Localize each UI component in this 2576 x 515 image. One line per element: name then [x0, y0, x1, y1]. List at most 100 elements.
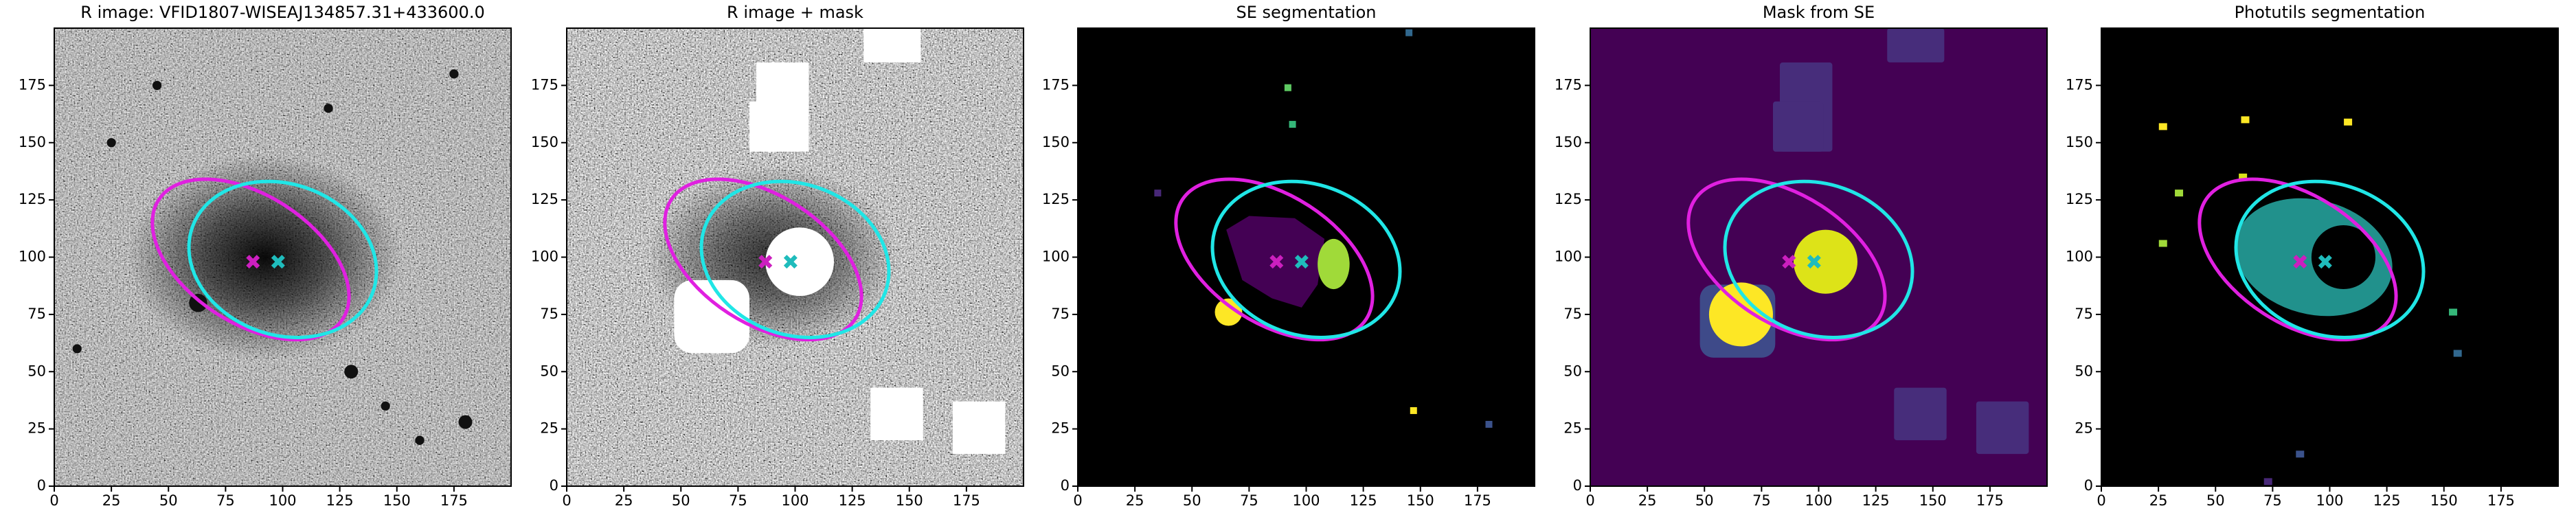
- marker: [271, 255, 285, 269]
- ellipse: [2234, 179, 2426, 339]
- y-tick-label: 125: [1555, 191, 1582, 207]
- x-tick-label: 25: [1638, 492, 1657, 509]
- star: [344, 365, 359, 379]
- x-tick-label: 150: [896, 492, 923, 509]
- mask-region: [749, 101, 800, 152]
- x-tick-label: 150: [2430, 492, 2458, 509]
- x-tick-label: 0: [1073, 492, 1082, 509]
- segment: [1405, 29, 1413, 36]
- x-tick-label: 150: [1407, 492, 1434, 509]
- y-tick-label: 0: [1573, 477, 1582, 494]
- y-tick-label: 125: [19, 191, 46, 207]
- y-tick-label: 125: [2066, 191, 2093, 207]
- marker: [758, 255, 773, 269]
- marker: [1269, 255, 1284, 269]
- y-tick-label: 125: [531, 191, 558, 207]
- y-tick-label: 75: [27, 306, 46, 322]
- x-tick-label: 75: [729, 492, 747, 509]
- segment: [2158, 123, 2167, 130]
- star: [152, 80, 162, 91]
- segment: [2449, 308, 2458, 316]
- x-tick-label: 50: [2206, 492, 2225, 509]
- y-tick-label: 100: [1555, 249, 1582, 265]
- y-tick-label: 75: [1563, 306, 1582, 322]
- ellipse: [1723, 179, 1914, 339]
- x-tick-label: 150: [1919, 492, 1947, 509]
- ellipse: [2197, 177, 2398, 342]
- ellipse: [150, 177, 351, 342]
- y-tick-label: 75: [540, 306, 558, 322]
- panel: 0 25 50 75 100 125 150 175 0 25 50 75 100 125 150 175 Ph…: [2066, 3, 2559, 509]
- ellipse: [699, 179, 891, 339]
- y-tick-label: 175: [531, 76, 558, 93]
- panel: 0 25 50 75 100 125 150 175 0 25 50 75 100 125 150 175 R …: [19, 3, 512, 509]
- marker: [783, 255, 798, 269]
- y-tick-label: 50: [540, 363, 558, 379]
- x-tick-label: 25: [2149, 492, 2168, 509]
- y-tick-label: 175: [1042, 76, 1070, 93]
- plot-area: [1078, 28, 1535, 486]
- x-tick-label: 75: [216, 492, 235, 509]
- x-tick-label: 0: [562, 492, 571, 509]
- panel-title: Mask from SE: [1763, 3, 1875, 22]
- segment: [2311, 225, 2375, 290]
- marker: [1294, 255, 1309, 269]
- y-tick-label: 0: [550, 477, 558, 494]
- x-tick-label: 125: [2373, 492, 2401, 509]
- segment: [2344, 118, 2353, 126]
- mask-region: [870, 387, 923, 441]
- y-tick-label: 75: [1051, 306, 1070, 322]
- x-tick-label: 50: [159, 492, 178, 509]
- plot-area: [567, 28, 1024, 486]
- x-tick-label: 175: [1464, 492, 1491, 509]
- marker: [1807, 255, 1821, 269]
- panel: 0 25 50 75 100 125 150 175 0 25 50 75 100 125 150 175 R …: [531, 3, 1024, 509]
- segment: [2158, 240, 2167, 247]
- segment: [1154, 190, 1162, 197]
- x-tick-label: 100: [269, 492, 296, 509]
- segment: [2263, 478, 2272, 485]
- segment: [1410, 407, 1417, 414]
- y-tick-label: 125: [1042, 191, 1070, 207]
- y-tick-label: 100: [531, 249, 558, 265]
- y-tick-label: 25: [1051, 420, 1070, 437]
- y-tick-label: 100: [1042, 249, 1070, 265]
- x-tick-label: 0: [2097, 492, 2105, 509]
- mask-region: [1976, 401, 2029, 455]
- x-tick-label: 25: [102, 492, 121, 509]
- panel: 0 25 50 75 100 125 150 175 0 25 50 75 100 125 150 175 Ma…: [1555, 3, 2048, 509]
- star: [381, 401, 390, 411]
- y-tick-label: 50: [2075, 363, 2093, 379]
- y-tick-label: 25: [540, 420, 558, 437]
- y-tick-label: 175: [1555, 76, 1582, 93]
- mask-region: [1894, 387, 1947, 441]
- y-tick-label: 50: [1051, 363, 1070, 379]
- x-tick-label: 100: [2316, 492, 2343, 509]
- y-tick-label: 150: [1042, 134, 1070, 150]
- marker: [1782, 255, 1796, 269]
- y-tick-label: 150: [531, 134, 558, 150]
- marker: [2318, 255, 2332, 269]
- x-tick-label: 175: [2487, 492, 2515, 509]
- mask-region: [863, 28, 921, 62]
- y-tick-label: 25: [1563, 420, 1582, 437]
- x-tick-label: 75: [2263, 492, 2282, 509]
- star: [449, 69, 459, 79]
- y-tick-label: 175: [2066, 76, 2093, 93]
- mask-region: [1793, 229, 1858, 294]
- y-tick-label: 25: [27, 420, 46, 437]
- x-tick-label: 100: [1805, 492, 1832, 509]
- panel: 0 25 50 75 100 125 150 175 0 25 50 75 100 125 150 175 SE…: [1042, 3, 1535, 509]
- x-tick-label: 175: [1976, 492, 2004, 509]
- star: [415, 435, 425, 445]
- segment: [2175, 190, 2184, 197]
- ellipse: [1686, 177, 1887, 342]
- y-tick-label: 150: [19, 134, 46, 150]
- segment: [1318, 238, 1350, 290]
- x-tick-label: 50: [1183, 492, 1201, 509]
- star: [324, 104, 333, 113]
- y-tick-label: 25: [2075, 420, 2093, 437]
- segment: [1289, 121, 1296, 128]
- x-tick-label: 125: [326, 492, 354, 509]
